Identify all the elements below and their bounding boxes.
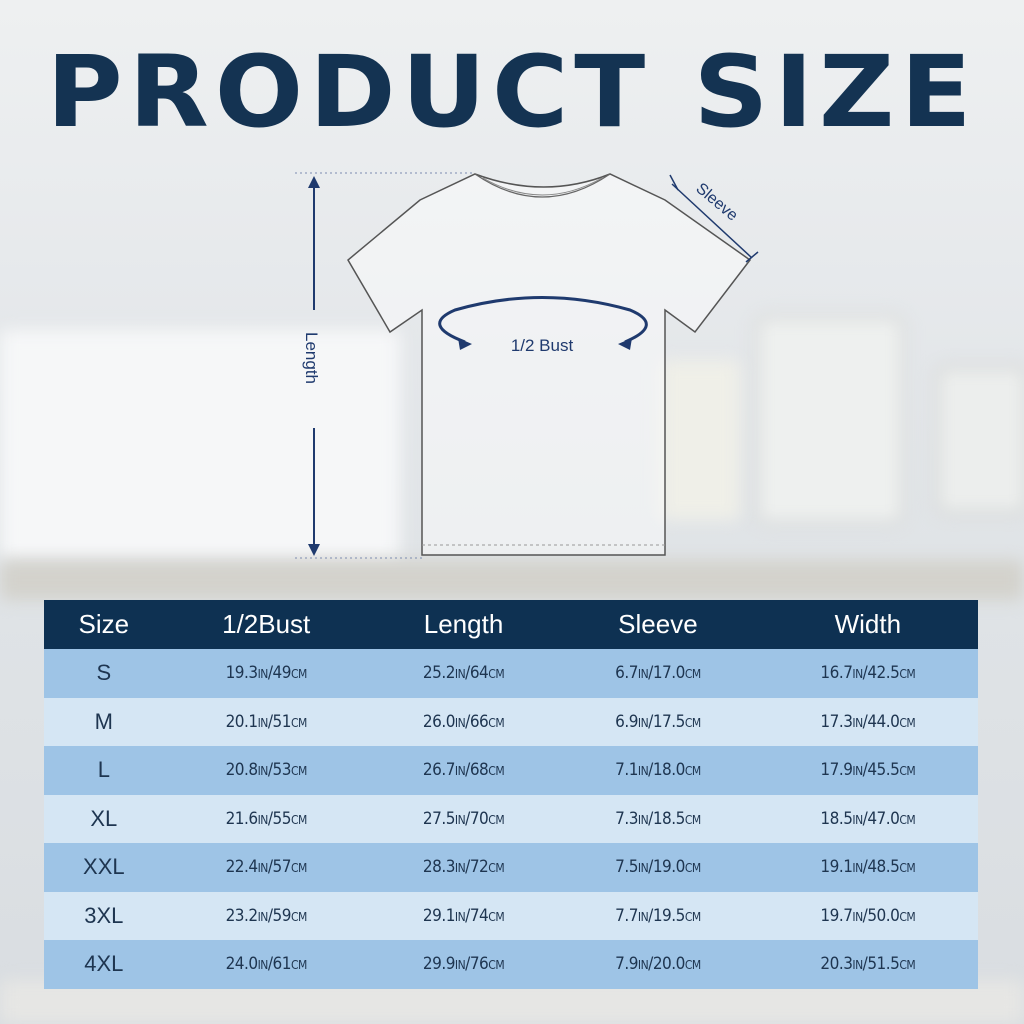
measurement-cell: 17.3in/44.0cm — [757, 697, 978, 746]
measurement-cell: 19.3in/49cm — [163, 649, 369, 698]
table-row: XXL 22.4in/57cm 28.3in/72cm 7.5in/19.0cm 19.… — [44, 843, 978, 892]
table-row: L 20.8in/53cm 26.7in/68cm 7.1in/18.0cm 17.9i… — [44, 746, 978, 795]
measurement-cell: 7.9in/20.0cm — [558, 940, 758, 989]
measurement-cell: 19.7in/50.0cm — [757, 891, 978, 940]
measurement-cell: 20.8in/53cm — [163, 746, 369, 795]
table-row: 3XL 23.2in/59cm 29.1in/74cm 7.7in/19.5cm 19.… — [44, 891, 978, 940]
column-header: Width — [757, 600, 978, 649]
background-shelf — [0, 560, 1024, 600]
size-cell: M — [44, 697, 164, 746]
measurement-cell: 29.1in/74cm — [368, 891, 559, 940]
measurement-cell: 26.0in/66cm — [368, 697, 559, 746]
size-table: Size 1/2Bust Length Sleeve Width S 19.3in/49c… — [44, 600, 978, 989]
size-cell: XXL — [44, 843, 164, 892]
table-row: S 19.3in/49cm 25.2in/64cm 6.7in/17.0cm 16.7i… — [44, 649, 978, 698]
measurement-cell: 22.4in/57cm — [163, 843, 369, 892]
measurement-cell: 20.3in/51.5cm — [757, 940, 978, 989]
measurement-cell: 6.7in/17.0cm — [558, 649, 758, 698]
size-cell: L — [44, 746, 164, 795]
measurement-cell: 7.1in/18.0cm — [558, 746, 758, 795]
length-label: Length — [302, 332, 321, 384]
column-header: Sleeve — [558, 600, 758, 649]
measurement-cell: 26.7in/68cm — [368, 746, 559, 795]
bust-label: 1/2 Bust — [511, 336, 574, 355]
measurement-cell: 29.9in/76cm — [368, 940, 559, 989]
measurement-cell: 7.7in/19.5cm — [558, 891, 758, 940]
sleeve-arrow — [671, 183, 753, 259]
measurement-cell: 20.1in/51cm — [163, 697, 369, 746]
column-header: 1/2Bust — [163, 600, 369, 649]
measurement-cell: 17.9in/45.5cm — [757, 746, 978, 795]
column-header: Size — [44, 600, 164, 649]
table-row: 4XL 24.0in/61cm 29.9in/76cm 7.9in/20.0cm 20.… — [44, 940, 978, 989]
tshirt-diagram: Sleeve 1/2 Bust Length — [295, 172, 759, 559]
measurement-cell: 27.5in/70cm — [368, 794, 559, 843]
measurement-cell: 18.5in/47.0cm — [757, 794, 978, 843]
measurement-cell: 7.5in/19.0cm — [558, 843, 758, 892]
table-row: M 20.1in/51cm 26.0in/66cm 6.9in/17.5cm 17.3i… — [44, 697, 978, 746]
size-cell: XL — [44, 794, 164, 843]
background-frame — [940, 370, 1024, 510]
measurement-cell: 6.9in/17.5cm — [558, 697, 758, 746]
measurement-cell: 28.3in/72cm — [368, 843, 559, 892]
size-cell: S — [44, 649, 164, 698]
size-cell: 4XL — [44, 940, 164, 989]
background-window — [0, 330, 400, 560]
measurement-cell: 7.3in/18.5cm — [558, 794, 758, 843]
column-header: Length — [368, 600, 559, 649]
bust-arrow — [438, 296, 648, 344]
measurement-cell: 16.7in/42.5cm — [757, 649, 978, 698]
size-cell: 3XL — [44, 891, 164, 940]
measurement-cell: 25.2in/64cm — [368, 649, 559, 698]
page-title: PRODUCT SIZE — [46, 34, 978, 150]
background-frame — [660, 360, 740, 520]
table-row: XL 21.6in/55cm 27.5in/70cm 7.3in/18.5cm 18.5… — [44, 794, 978, 843]
measurement-cell: 21.6in/55cm — [163, 794, 369, 843]
measurement-cell: 19.1in/48.5cm — [757, 843, 978, 892]
measurement-cell: 23.2in/59cm — [163, 891, 369, 940]
sleeve-label: Sleeve — [692, 180, 740, 225]
table-header: Size 1/2Bust Length Sleeve Width — [44, 600, 978, 649]
measurement-cell: 24.0in/61cm — [163, 940, 369, 989]
background-frame — [760, 320, 900, 520]
tshirt-outline — [347, 173, 752, 556]
